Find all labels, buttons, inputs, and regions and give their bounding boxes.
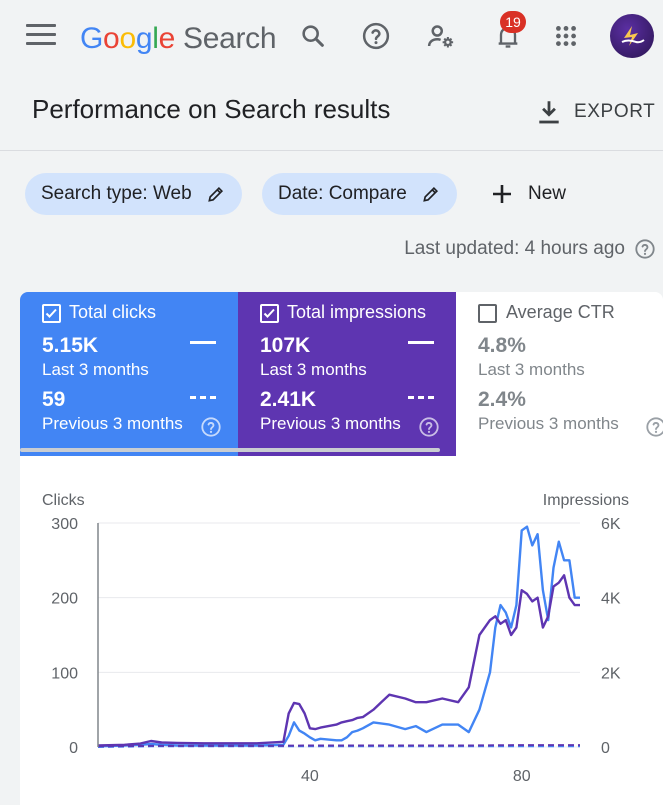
- logo-letter: o: [119, 22, 136, 55]
- checkbox-checked[interactable]: [260, 304, 279, 323]
- metric-card-total-impressions[interactable]: Total impressions 107K Last 3 months 2.4…: [238, 292, 456, 456]
- search-icon[interactable]: [295, 18, 331, 54]
- performance-chart: Clicks Impressions 300 6K 200 4K 100 2K 0 0 40 80: [20, 456, 663, 805]
- logo-letter: g: [135, 22, 153, 55]
- solid-line-legend: [408, 341, 434, 344]
- help-icon[interactable]: [645, 416, 663, 443]
- header-divider: [0, 150, 663, 151]
- chip-label: Date: Compare: [278, 183, 407, 204]
- logo-letter: G: [80, 22, 104, 55]
- metric-current-period: Last 3 months: [478, 360, 585, 379]
- checkbox-checked[interactable]: [42, 304, 61, 323]
- product-logo[interactable]: Google Search: [80, 17, 277, 61]
- avatar[interactable]: [610, 14, 654, 58]
- metric-current-period: Last 3 months: [260, 360, 367, 379]
- series-line-impressions: [97, 574, 580, 747]
- metric-previous-value: 2.41K: [260, 388, 317, 411]
- plus-icon: [493, 185, 511, 203]
- y-tick-left: 200: [51, 591, 78, 608]
- help-icon[interactable]: [200, 416, 222, 443]
- dashed-line-legend: [190, 396, 216, 399]
- chart-svg: Clicks Impressions 300 6K 200 4K 100 2K 0 0 40 80: [42, 492, 629, 785]
- product-name: Search: [182, 22, 277, 55]
- help-icon[interactable]: [358, 18, 394, 54]
- metric-current-value: 5.15K: [42, 334, 99, 357]
- series-line-impressions-previous-period-: [97, 744, 580, 748]
- dashed-line-legend: [408, 396, 434, 399]
- metric-card-average-ctr[interactable]: Average CTR 4.8% Last 3 months 2.4% Prev…: [456, 292, 663, 456]
- solid-line-legend: [190, 341, 216, 344]
- edit-icon[interactable]: [421, 184, 441, 204]
- series-line-clicks: [97, 525, 580, 748]
- download-icon: [539, 101, 559, 124]
- metric-title: Total impressions: [287, 302, 427, 322]
- help-icon[interactable]: [418, 416, 440, 443]
- filter-chip-search-type[interactable]: Search type: Web: [25, 173, 242, 215]
- app-bar: Google Search 19: [0, 0, 663, 76]
- new-filter-button[interactable]: New: [490, 176, 566, 212]
- y-tick-left: 0: [69, 740, 78, 757]
- metric-title: Average CTR: [506, 302, 615, 322]
- metric-current-period: Last 3 months: [42, 360, 149, 379]
- export-button[interactable]: EXPORT: [536, 96, 655, 128]
- y-tick-right: 6K: [601, 516, 621, 533]
- metric-cards: Total clicks 5.15K Last 3 months 59 Prev…: [20, 292, 663, 456]
- notification-badge: 19: [500, 11, 526, 33]
- page-title: Performance on Search results: [32, 94, 391, 124]
- edit-icon[interactable]: [206, 184, 226, 204]
- y-tick-left: 300: [51, 516, 78, 533]
- y-tick-right: 2K: [601, 665, 621, 682]
- metric-previous-period: Previous 3 months: [42, 414, 183, 433]
- metric-previous-value: 2.4%: [478, 388, 526, 411]
- metric-previous-period: Previous 3 months: [260, 414, 401, 433]
- y-tick-right: 0: [601, 740, 610, 757]
- metric-current-value: 107K: [260, 334, 311, 357]
- y-tick-right: 4K: [601, 591, 621, 608]
- apps-icon[interactable]: [548, 18, 584, 54]
- metric-previous-value: 59: [42, 388, 66, 411]
- y-tick-left: 100: [51, 665, 78, 682]
- horizontal-scrollbar[interactable]: [20, 448, 440, 452]
- x-tick: 40: [301, 768, 319, 785]
- help-icon[interactable]: [634, 238, 656, 265]
- checkbox-unchecked[interactable]: [478, 304, 497, 323]
- menu-icon[interactable]: [26, 24, 56, 48]
- manage-accounts-icon[interactable]: [423, 18, 459, 54]
- new-filter-label: New: [528, 183, 567, 204]
- export-label: EXPORT: [574, 101, 656, 122]
- metric-current-value: 4.8%: [478, 334, 526, 357]
- chip-label: Search type: Web: [41, 183, 192, 204]
- last-updated-text: Last updated: 4 hours ago: [404, 238, 625, 259]
- x-tick: 80: [513, 768, 531, 785]
- y-axis-left-label: Clicks: [42, 492, 85, 509]
- filter-chip-date[interactable]: Date: Compare: [262, 173, 457, 215]
- logo-letter: o: [103, 22, 120, 55]
- y-axis-right-label: Impressions: [543, 492, 629, 509]
- logo-letter: l: [152, 22, 159, 55]
- logo-letter: e: [158, 22, 176, 55]
- metric-card-total-clicks[interactable]: Total clicks 5.15K Last 3 months 59 Prev…: [20, 292, 238, 456]
- metric-title: Total clicks: [69, 302, 157, 322]
- metric-previous-period: Previous 3 months: [478, 414, 619, 433]
